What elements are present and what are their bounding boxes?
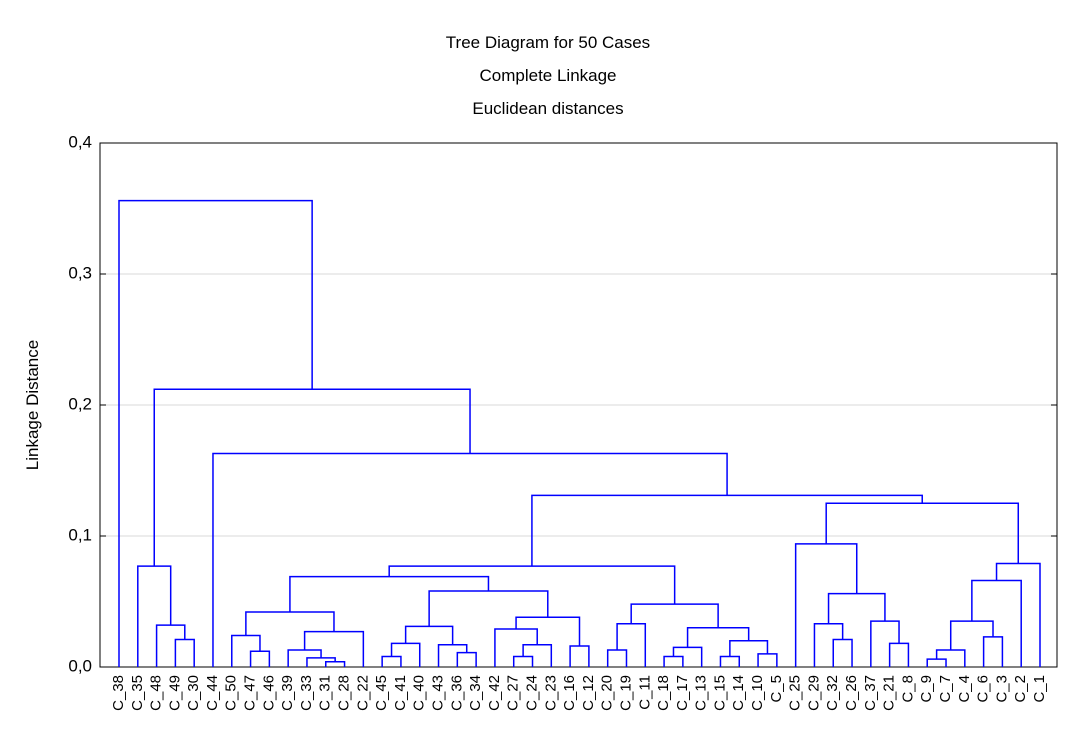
dendrogram-link <box>388 565 676 605</box>
dendrogram-link <box>569 645 590 667</box>
dendrogram-link <box>428 590 549 627</box>
dendrogram-link <box>827 592 886 624</box>
leaf-label: C_27 <box>505 675 522 711</box>
leaf-label: C_20 <box>599 675 616 711</box>
leaf-label: C_24 <box>523 675 540 711</box>
leaf-label: C_23 <box>542 675 559 711</box>
dendrogram-link <box>390 642 421 667</box>
dendrogram-link <box>404 625 454 645</box>
dendrogram-link <box>494 628 538 667</box>
leaf-label: C_31 <box>317 675 334 711</box>
dendrogram-link <box>757 653 778 667</box>
dendrogram-link <box>813 623 844 667</box>
leaf-label: C_22 <box>354 675 371 711</box>
leaf-label: C_25 <box>787 675 804 711</box>
dendrogram-link <box>515 616 581 647</box>
leaf-label: C_32 <box>824 675 841 711</box>
leaf-label: C_37 <box>862 675 879 711</box>
dendrogram-link <box>832 638 853 667</box>
dendrogram-link <box>249 650 271 667</box>
leaf-label: C_29 <box>805 675 822 711</box>
dendrogram-link <box>118 199 313 667</box>
leaf-label: C_9 <box>918 675 935 703</box>
leaf-label: C_47 <box>242 675 259 711</box>
leaf-label: C_17 <box>674 675 691 711</box>
y-tick-label: 0,0 <box>68 656 92 675</box>
y-axis-label: Linkage Distance <box>23 340 42 470</box>
leaf-label: C_40 <box>411 675 428 711</box>
chart-subtitle: Complete Linkage <box>479 66 616 85</box>
leaf-label: C_28 <box>336 675 353 711</box>
leaf-label: C_14 <box>730 675 747 711</box>
dendrogram-link <box>512 655 534 667</box>
dendrogram-link <box>153 388 471 567</box>
leaf-label: C_49 <box>166 675 183 711</box>
leaf-label: C_15 <box>711 675 728 711</box>
dendrogram-link <box>289 575 490 612</box>
leaf-label: C_21 <box>881 675 898 711</box>
leaf-label: C_2 <box>1012 675 1029 703</box>
leaf-label: C_48 <box>148 675 165 711</box>
dendrogram-link <box>888 642 910 667</box>
chart-subtitle: Euclidean distances <box>472 99 623 118</box>
leaf-label: C_35 <box>129 675 146 711</box>
leaf-label: C_46 <box>260 675 277 711</box>
dendrogram-link <box>686 626 750 648</box>
y-tick-label: 0,2 <box>68 394 92 413</box>
dendrogram-link <box>794 543 858 667</box>
dendrogram-link <box>155 624 186 667</box>
dendrogram-link <box>606 649 628 667</box>
dendrogram-link <box>325 661 346 667</box>
leaf-label: C_12 <box>580 675 597 711</box>
leaf-label: C_7 <box>937 675 954 703</box>
leaf-label: C_19 <box>617 675 634 711</box>
dendrogram-link <box>616 623 647 667</box>
leaf-label: C_6 <box>975 675 992 703</box>
leaf-label: C_45 <box>373 675 390 711</box>
leaf-label: C_38 <box>110 675 127 711</box>
leaf-label: C_36 <box>448 675 465 711</box>
dendrogram-link <box>663 655 684 667</box>
y-tick-label: 0,3 <box>68 263 92 282</box>
dendrogram-link <box>437 643 468 667</box>
leaf-label: C_4 <box>956 675 973 703</box>
leaf-label: C_42 <box>486 675 503 711</box>
leaf-label: C_44 <box>204 675 221 711</box>
dendrogram-link <box>174 638 195 667</box>
dendrogram-link <box>212 452 728 667</box>
leaf-label: C_50 <box>223 675 240 711</box>
leaf-label: C_18 <box>655 675 672 711</box>
leaf-label: C_11 <box>636 675 653 710</box>
dendrogram-link <box>719 655 741 667</box>
leaf-label: C_43 <box>429 675 446 711</box>
leaf-label: C_26 <box>843 675 860 711</box>
dendrogram-link <box>982 636 1004 667</box>
leaf-label: C_13 <box>693 675 710 711</box>
dendrogram-link <box>531 494 923 567</box>
dendrogram-link <box>137 565 172 667</box>
leaf-label: C_8 <box>899 675 916 703</box>
plot-frame <box>99 142 1058 668</box>
dendrogram-link <box>381 655 402 667</box>
dendrogram-link <box>949 620 994 650</box>
leaf-label: C_16 <box>561 675 578 711</box>
leaf-label: C_39 <box>279 675 296 711</box>
leaf-label: C_41 <box>392 675 409 711</box>
dendrogram-link <box>456 651 477 667</box>
leaf-label: C_33 <box>298 675 315 711</box>
dendrogram-link <box>971 579 1022 667</box>
leaf-label: C_30 <box>185 675 202 711</box>
y-tick-label: 0,4 <box>68 132 92 151</box>
dendrogram-link <box>825 502 1020 564</box>
leaf-label: C_10 <box>749 675 766 711</box>
y-tick-label: 0,1 <box>68 525 92 544</box>
leaf-label: C_34 <box>467 675 484 711</box>
leaf-label: C_5 <box>768 675 785 703</box>
leaf-label: C_1 <box>1031 675 1048 703</box>
chart-title: Tree Diagram for 50 Cases <box>446 33 650 52</box>
dendrogram-link <box>926 658 947 667</box>
leaf-label: C_3 <box>993 675 1010 703</box>
